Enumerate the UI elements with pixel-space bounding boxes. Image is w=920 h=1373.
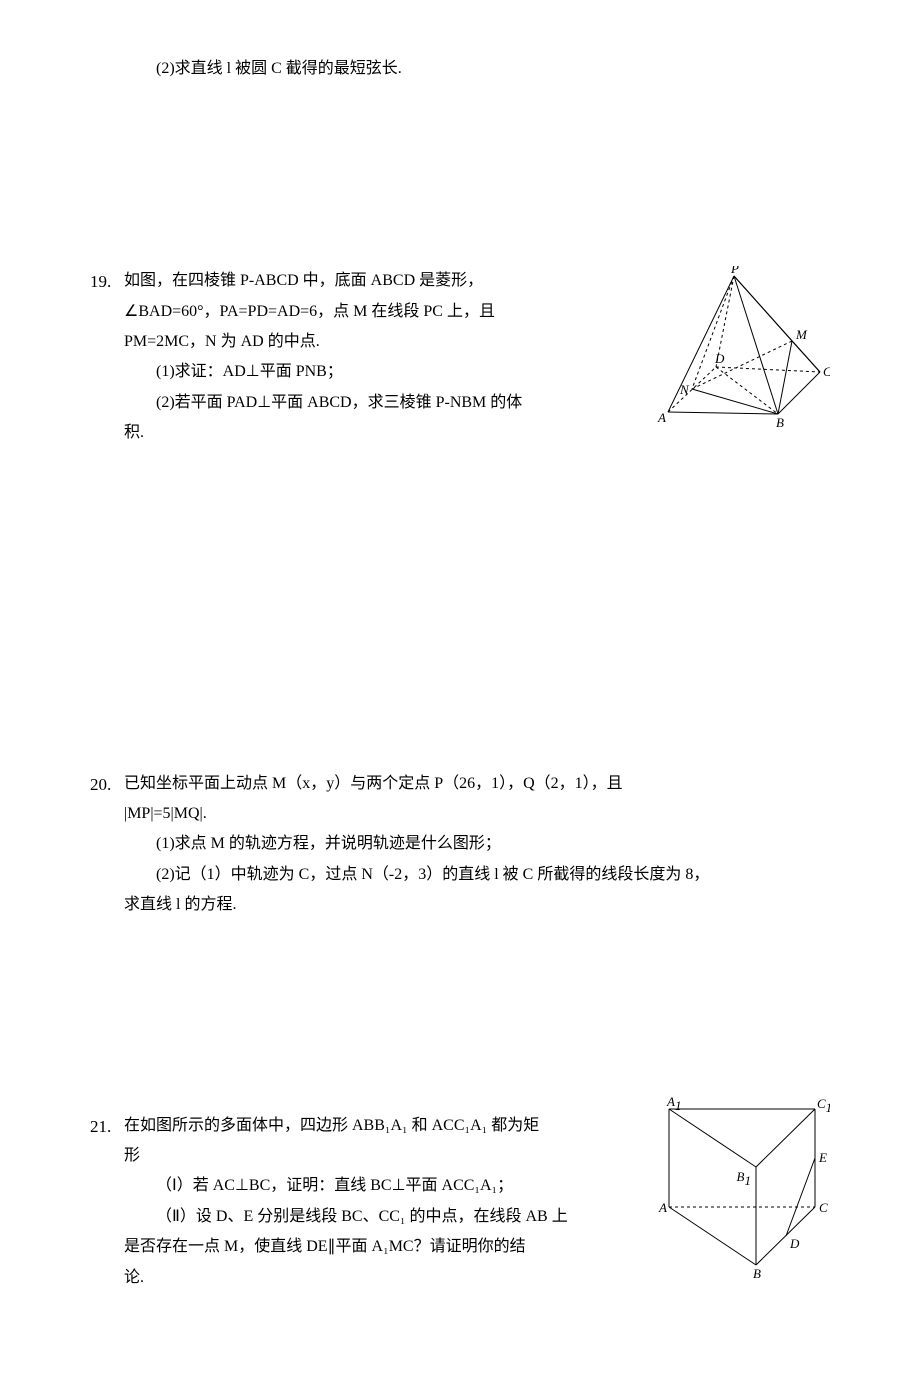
svg-text:B: B [753, 1266, 761, 1281]
part-label: (2) [156, 394, 175, 411]
spacer [90, 106, 830, 266]
svg-text:A: A [657, 410, 666, 425]
svg-text:M: M [795, 327, 808, 342]
problem-body: 如图，在四棱锥 P-ABCD 中，底面 ABCD 是菱形， ∠BAD=60°，P… [124, 266, 830, 448]
problem-body: 在如图所示的多面体中，四边形 ABB₁A₁ 和 ACC₁A₁ 都为矩 形 （Ⅰ）… [124, 1111, 830, 1293]
svg-text:E: E [818, 1150, 827, 1165]
part-text: 记（1）中轨迹为 C，过点 N（-2，3）的直线 l 被 C 所截得的线段长度为… [175, 866, 710, 883]
part-label: (2) [156, 866, 175, 883]
part-label: (1) [156, 363, 175, 380]
part-text: 求点 M 的轨迹方程，并说明轨迹是什么图形； [175, 835, 501, 852]
svg-text:C1: C1 [817, 1097, 830, 1115]
problem-text: 如图，在四棱锥 P-ABCD 中，底面 ABCD 是菱形， ∠BAD=60°，P… [124, 266, 644, 448]
svg-text:D: D [789, 1236, 800, 1251]
figure-prism: A1C1B1ACBDE [655, 1111, 830, 1282]
line: 形 [124, 1141, 649, 1171]
problem-text: 在如图所示的多面体中，四边形 ABB₁A₁ 和 ACC₁A₁ 都为矩 形 （Ⅰ）… [124, 1111, 649, 1293]
part-label: (1) [156, 835, 175, 852]
part2b: 求直线 l 的方程. [124, 890, 830, 920]
part2a: (2)若平面 PAD⊥平面 ABCD，求三棱锥 P-NBM 的体 [124, 388, 644, 418]
part-text: 设 D、E 分别是线段 BC、CC₁ 的中点，在线段 AB 上 [196, 1208, 568, 1225]
spacer [90, 469, 830, 769]
part-text: 求证：AD⊥平面 PNB； [175, 363, 343, 380]
part2c: 论. [124, 1263, 649, 1293]
problem-21: 21. 在如图所示的多面体中，四边形 ABB₁A₁ 和 ACC₁A₁ 都为矩 形… [90, 1111, 830, 1293]
part-text: 若 AC⊥BC，证明：直线 BC⊥平面 ACC₁A₁； [193, 1177, 513, 1194]
svg-text:C: C [819, 1200, 828, 1215]
part1: (1)求证：AD⊥平面 PNB； [124, 357, 644, 387]
line: 如图，在四棱锥 P-ABCD 中，底面 ABCD 是菱形， [124, 266, 644, 296]
part2: (2)求直线 l 被圆 C 截得的最短弦长. [124, 54, 830, 84]
svg-text:C: C [823, 364, 830, 379]
problem-number: 20. [90, 769, 120, 801]
line: 已知坐标平面上动点 M（x，y）与两个定点 P（26，1），Q（2，1），且 [124, 769, 830, 799]
problem-20: 20. 已知坐标平面上动点 M（x，y）与两个定点 P（26，1），Q（2，1）… [90, 769, 830, 921]
line: PM=2MC，N 为 AD 的中点. [124, 327, 644, 357]
part-text: 求直线 l 被圆 C 截得的最短弦长. [175, 60, 402, 77]
svg-text:D: D [714, 351, 725, 366]
problem-body: (2)求直线 l 被圆 C 截得的最短弦长. [124, 54, 830, 84]
line: |MP|=5|MQ|. [124, 799, 830, 829]
svg-text:B1: B1 [737, 1169, 751, 1188]
svg-text:N: N [679, 382, 690, 397]
problem-body: 已知坐标平面上动点 M（x，y）与两个定点 P（26，1），Q（2，1），且 |… [124, 769, 830, 921]
problem-19: 19. 如图，在四棱锥 P-ABCD 中，底面 ABCD 是菱形， ∠BAD=6… [90, 266, 830, 448]
part-label: （Ⅱ） [156, 1208, 196, 1225]
part2b: 是否存在一点 M，使直线 DE∥平面 A₁MC？请证明你的结 [124, 1232, 649, 1262]
svg-text:P: P [730, 266, 739, 276]
part2b: 积. [124, 418, 644, 448]
line: ∠BAD=60°，PA=PD=AD=6，点 M 在线段 PC 上，且 [124, 297, 644, 327]
part-label: (2) [156, 60, 175, 77]
pyramid-svg: P M C D NA B [650, 266, 830, 436]
part2a: (2)记（1）中轨迹为 C，过点 N（-2，3）的直线 l 被 C 所截得的线段… [124, 860, 830, 890]
part1: （Ⅰ）若 AC⊥BC，证明：直线 BC⊥平面 ACC₁A₁； [124, 1171, 649, 1201]
problem-number: 19. [90, 266, 120, 298]
svg-text:B: B [776, 415, 784, 430]
prism-svg: A1 C1 B1 A C B D E [655, 1097, 830, 1282]
problem-number: 21. [90, 1111, 120, 1143]
part2a: （Ⅱ）设 D、E 分别是线段 BC、CC₁ 的中点，在线段 AB 上 [124, 1202, 649, 1232]
problem-18-part2: (2)求直线 l 被圆 C 截得的最短弦长. [90, 40, 830, 86]
svg-text:A1: A1 [666, 1097, 681, 1113]
spacer [90, 941, 830, 1051]
problem-num-spacer [90, 54, 120, 86]
svg-text:A: A [658, 1200, 667, 1215]
line: 在如图所示的多面体中，四边形 ABB₁A₁ 和 ACC₁A₁ 都为矩 [124, 1111, 649, 1141]
figure-pyramid: P M C D NA B [650, 266, 830, 436]
part-text: 若平面 PAD⊥平面 ABCD，求三棱锥 P-NBM 的体 [175, 394, 523, 411]
part-label: （Ⅰ） [156, 1177, 193, 1194]
part1: (1)求点 M 的轨迹方程，并说明轨迹是什么图形； [124, 829, 830, 859]
